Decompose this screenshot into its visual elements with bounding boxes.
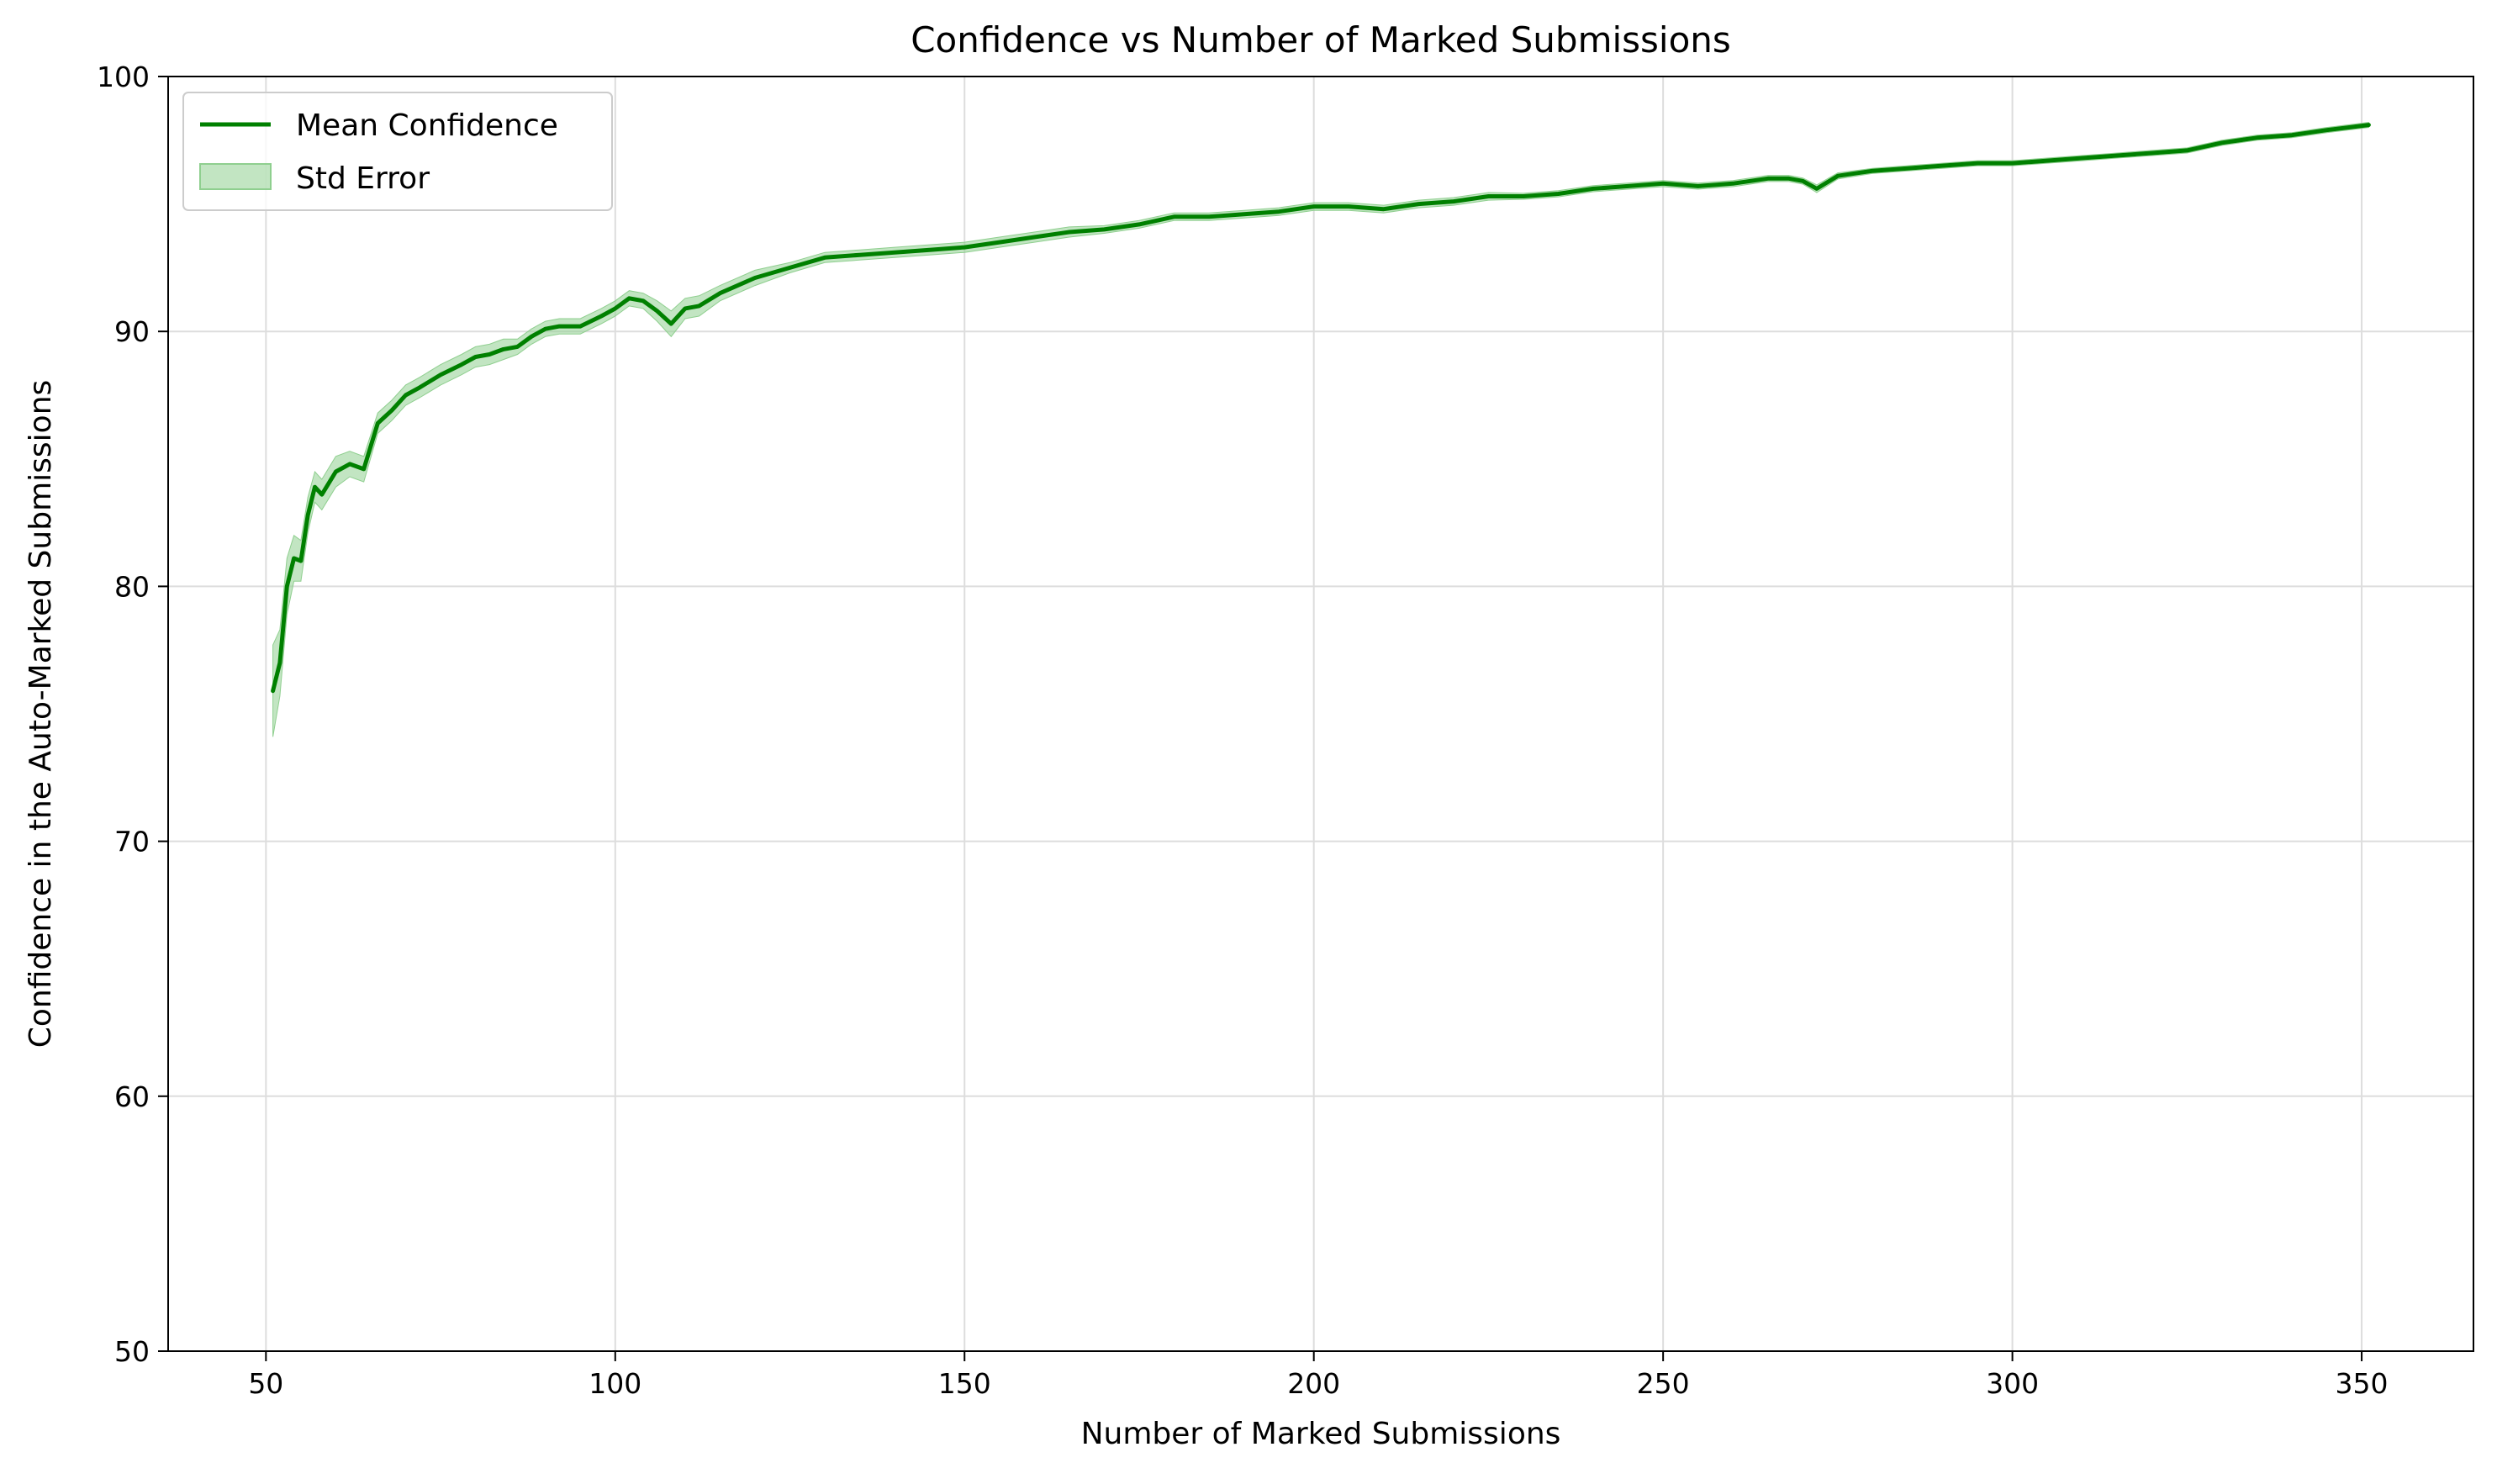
legend: Mean Confidence Std Error (182, 92, 613, 211)
x-tick-label: 250 (1637, 1367, 1690, 1400)
x-tick-label: 50 (248, 1367, 283, 1400)
y-tick-label: 50 (114, 1335, 150, 1368)
y-tick-label: 80 (114, 570, 150, 603)
x-tick-label: 300 (1986, 1367, 2039, 1400)
x-tick-label: 200 (1287, 1367, 1340, 1400)
legend-band-swatch (199, 163, 272, 190)
std-error-band-layer (272, 122, 2369, 737)
y-tick-label: 100 (97, 61, 150, 93)
y-tick-label: 70 (114, 826, 150, 858)
x-tick-label: 350 (2336, 1367, 2389, 1400)
y-axis-label: Confidence in the Auto-Marked Submission… (24, 380, 58, 1048)
y-tick-label: 60 (114, 1080, 150, 1113)
legend-label-mean-confidence: Mean Confidence (296, 108, 558, 143)
mean-line-layer (271, 123, 2371, 694)
ticks-layer: 50 100 150 200 250 300 350 50 60 70 80 90 100 (97, 61, 2389, 1400)
x-axis-label: Number of Marked Submissions (1081, 1417, 1561, 1451)
std-error-band (272, 122, 2369, 737)
x-tick-label: 100 (589, 1367, 641, 1400)
y-tick-label: 90 (114, 315, 150, 348)
mean-confidence-line (271, 123, 2371, 694)
legend-box (182, 92, 613, 211)
plot-frame (167, 76, 2474, 1352)
chart-title: Confidence vs Number of Marked Submissio… (911, 19, 1731, 61)
legend-label-std-error: Std Error (296, 161, 430, 196)
x-tick-label: 150 (938, 1367, 991, 1400)
